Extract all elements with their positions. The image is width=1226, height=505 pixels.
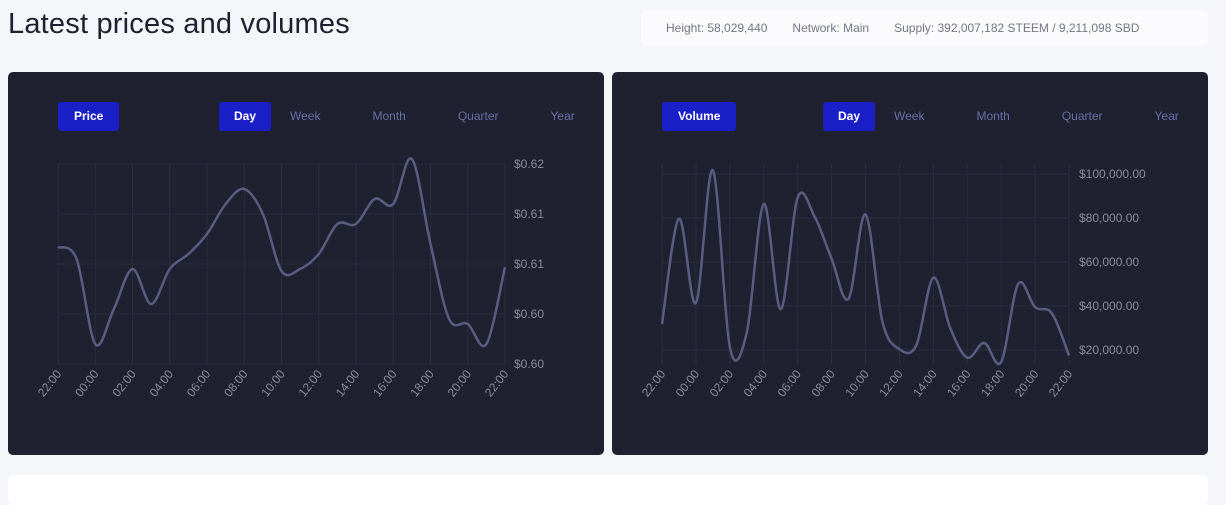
x-tick-label: 20:00 bbox=[1012, 367, 1042, 400]
x-tick-label: 22:00 bbox=[639, 367, 669, 400]
block-height-stat: Height: 58,029,440 bbox=[666, 21, 767, 35]
y-tick-label: $100,000.00 bbox=[1079, 167, 1146, 181]
network-stats-bar: Height: 58,029,440 Network: Main Supply:… bbox=[641, 10, 1208, 46]
x-tick-label: 02:00 bbox=[707, 367, 737, 400]
x-tick-label: 14:00 bbox=[910, 367, 940, 400]
x-tick-label: 22:00 bbox=[482, 367, 512, 400]
x-tick-label: 10:00 bbox=[842, 367, 872, 400]
x-tick-label: 16:00 bbox=[944, 367, 974, 400]
x-tick-label: 10:00 bbox=[258, 367, 288, 400]
x-tick-label: 00:00 bbox=[72, 367, 102, 400]
y-tick-label: $0.60 bbox=[514, 357, 544, 371]
x-tick-label: 04:00 bbox=[147, 367, 177, 400]
x-tick-label: 00:00 bbox=[673, 367, 703, 400]
x-tick-label: 22:00 bbox=[35, 367, 65, 400]
next-section-card bbox=[8, 475, 1208, 505]
x-tick-label: 12:00 bbox=[296, 367, 326, 400]
x-tick-label: 18:00 bbox=[978, 367, 1008, 400]
page-title: Latest prices and volumes bbox=[8, 8, 350, 41]
chart-grid bbox=[58, 164, 505, 364]
y-tick-label: $60,000.00 bbox=[1079, 255, 1139, 269]
x-tick-label: 18:00 bbox=[407, 367, 437, 400]
y-tick-label: $80,000.00 bbox=[1079, 211, 1139, 225]
x-tick-label: 06:00 bbox=[775, 367, 805, 400]
x-tick-label: 14:00 bbox=[333, 367, 363, 400]
x-tick-label: 20:00 bbox=[445, 367, 475, 400]
y-tick-label: $0.62 bbox=[514, 157, 544, 171]
x-tick-label: 04:00 bbox=[741, 367, 771, 400]
x-tick-label: 22:00 bbox=[1046, 367, 1076, 400]
x-tick-label: 08:00 bbox=[221, 367, 251, 400]
volume-chart-panel: Volume Day Week Month Quarter Year $100,… bbox=[612, 72, 1208, 455]
x-tick-label: 08:00 bbox=[808, 367, 838, 400]
y-tick-label: $0.61 bbox=[514, 207, 544, 221]
y-tick-label: $40,000.00 bbox=[1079, 299, 1139, 313]
network-stat: Network: Main bbox=[792, 21, 869, 35]
supply-stat: Supply: 392,007,182 STEEM / 9,211,098 SB… bbox=[894, 21, 1139, 35]
y-tick-label: $0.60 bbox=[514, 307, 544, 321]
x-tick-label: 06:00 bbox=[184, 367, 214, 400]
volume-line-chart: $100,000.00 $80,000.00 $60,000.00 $40,000.0… bbox=[612, 72, 1208, 455]
x-tick-label: 16:00 bbox=[370, 367, 400, 400]
x-tick-label: 02:00 bbox=[109, 367, 139, 400]
x-tick-label: 12:00 bbox=[876, 367, 906, 400]
y-tick-label: $0.61 bbox=[514, 257, 544, 271]
price-chart-panel: Price Day Week Month Quarter Year $0.62$… bbox=[8, 72, 604, 455]
y-tick-label: $20,000.00 bbox=[1079, 343, 1139, 357]
